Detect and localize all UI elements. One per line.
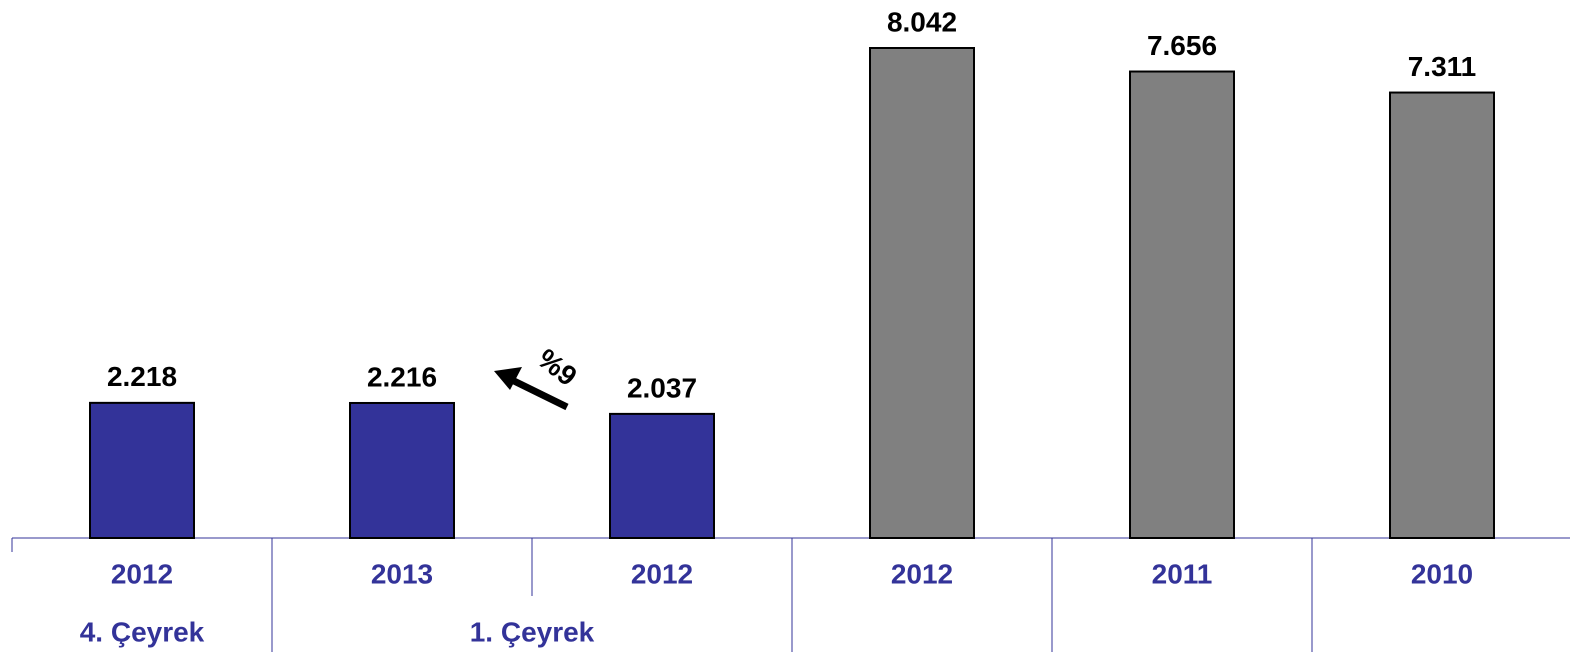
x-tick-label: 2012 [631, 558, 693, 589]
value-label: 2.037 [627, 372, 697, 403]
value-label: 7.311 [1408, 51, 1477, 82]
value-label: 7.656 [1147, 30, 1217, 61]
bar [1129, 70, 1235, 540]
value-label: 8.042 [887, 6, 957, 37]
bar [869, 47, 975, 539]
annotation: %9 [532, 343, 583, 392]
arrow-head [494, 367, 522, 390]
group-label: 4. Çeyrek [80, 616, 205, 647]
x-tick-label: 2012 [891, 558, 953, 589]
group-label: 1. Çeyrek [470, 616, 595, 647]
bar [609, 412, 715, 539]
x-tick-label: 2013 [371, 558, 433, 589]
value-label: 2.218 [107, 361, 177, 392]
x-tick-label: 2011 [1152, 558, 1213, 589]
x-tick-label: 2012 [111, 558, 173, 589]
arrow [510, 376, 569, 411]
bar [1389, 91, 1495, 539]
bar [349, 401, 455, 539]
x-tick-label: 2010 [1411, 558, 1473, 589]
value-label: 2.216 [367, 361, 437, 392]
bar [89, 401, 195, 539]
